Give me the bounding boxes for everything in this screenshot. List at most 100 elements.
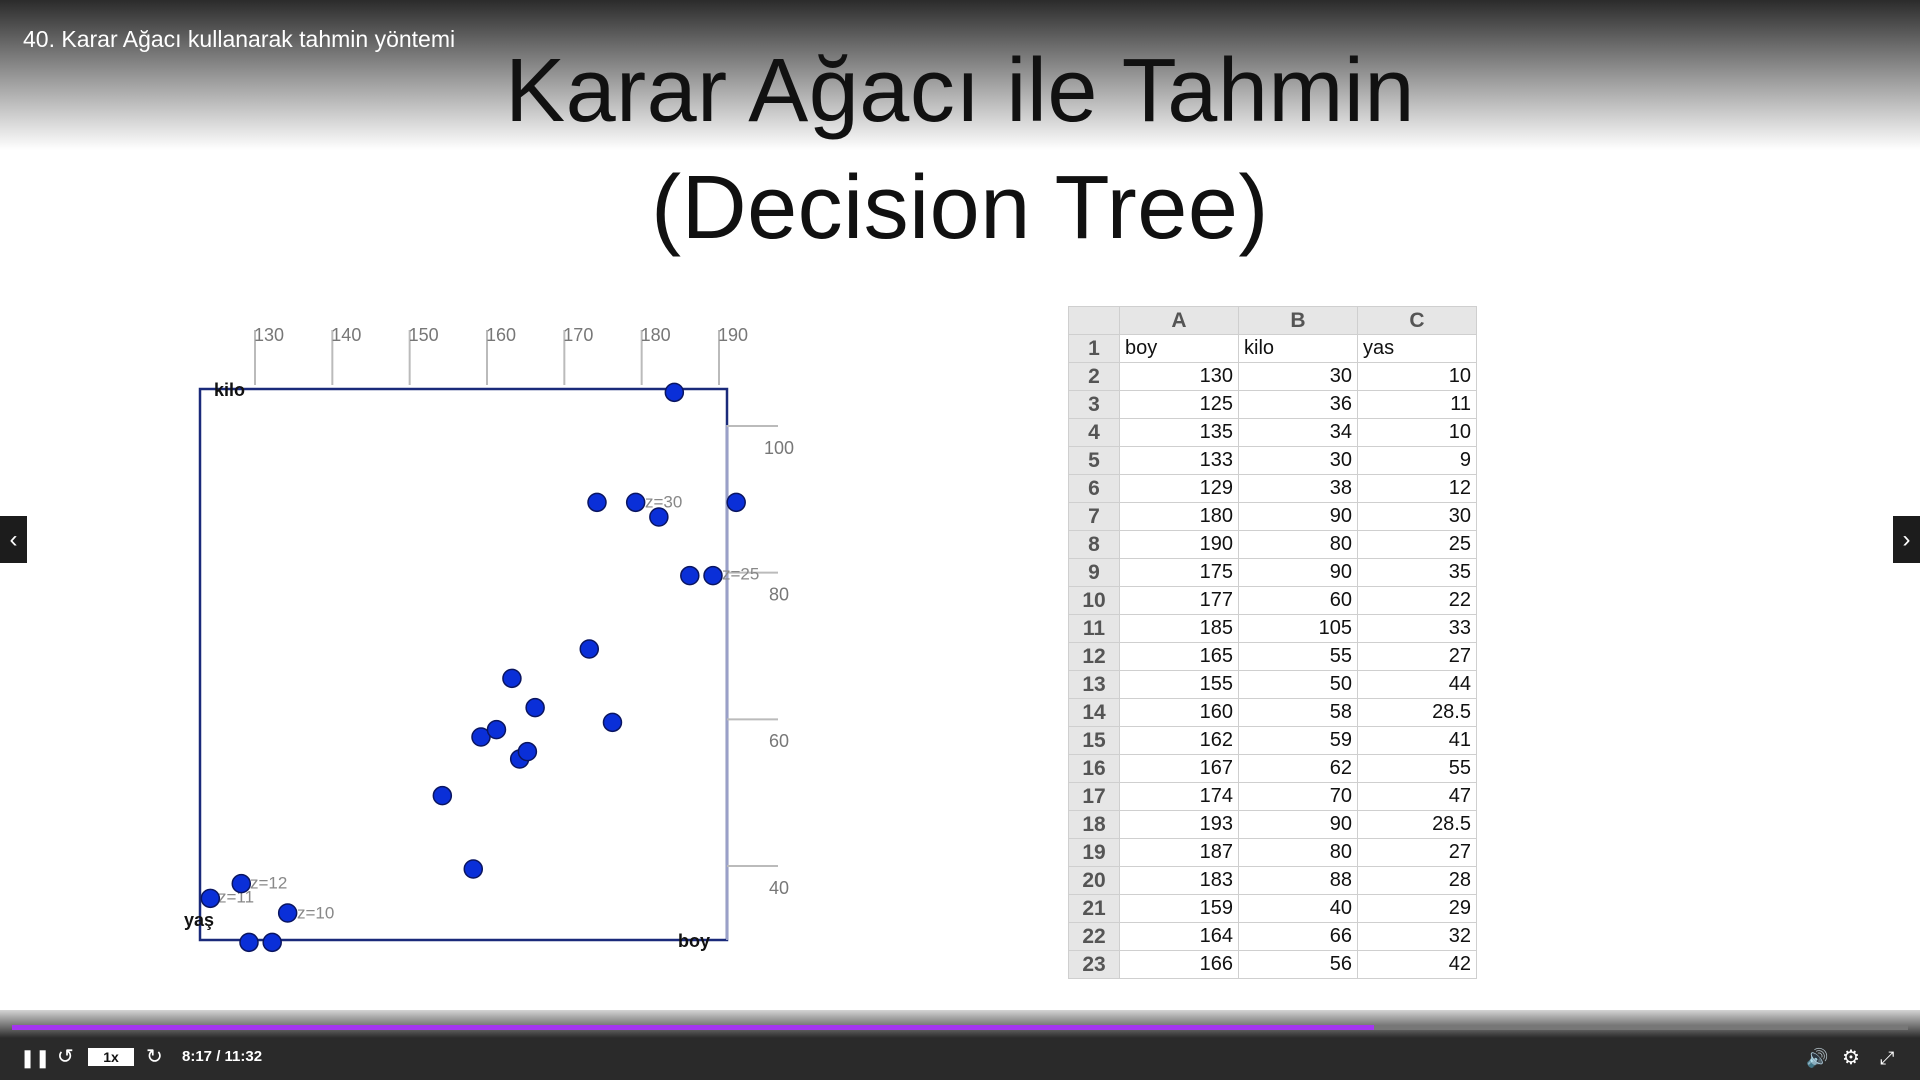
column-header: B [1238,306,1358,335]
rewind-button[interactable]: ↺ [57,1046,74,1068]
cell: 160 [1119,698,1239,727]
row-header: 7 [1068,502,1120,531]
cell: 55 [1238,642,1358,671]
column-header: C [1357,306,1477,335]
cell: 28 [1357,866,1477,895]
progress-bar[interactable] [12,1025,1908,1030]
cell: 130 [1119,362,1239,391]
cell: 56 [1238,950,1358,979]
x-tick-label: 150 [409,325,439,345]
forward-button[interactable]: ↻ [146,1046,163,1068]
cell: 62 [1238,754,1358,783]
y-tick-label: 80 [769,584,789,604]
data-point [579,639,600,659]
data-point [664,382,685,403]
speed-button[interactable]: 1x [88,1048,134,1066]
next-button[interactable]: › [1893,516,1920,563]
data-point [649,507,669,527]
cell: 34 [1238,418,1358,447]
row-header: 5 [1068,446,1120,475]
cell: 30 [1238,446,1358,475]
cell: 183 [1119,866,1239,895]
pause-button[interactable]: ❚❚ [20,1048,51,1068]
data-point [262,932,282,953]
row-header: 8 [1068,530,1120,559]
row-header: 14 [1068,698,1120,727]
prev-button[interactable]: ‹ [0,516,27,563]
cell: 175 [1119,558,1239,587]
cell: 58 [1238,698,1358,727]
row-header: 21 [1068,894,1120,923]
y-tick-label: 40 [769,878,789,898]
row-header: 19 [1068,838,1120,867]
data-point [231,873,252,894]
data-point [277,903,298,923]
cell: 47 [1357,782,1477,811]
data-point [602,712,623,733]
row-header: 3 [1068,390,1120,419]
cell: 32 [1357,922,1477,951]
row-header: 15 [1068,726,1120,755]
plot-box [198,387,729,942]
cell: yas [1357,334,1477,363]
cell: 80 [1238,838,1358,867]
row-header: 17 [1068,782,1120,811]
cell: 30 [1238,362,1358,391]
cell: 190 [1119,530,1239,559]
control-bar [0,1010,1920,1080]
cell: 28.5 [1357,810,1477,839]
cell: 10 [1357,418,1477,447]
settings-button[interactable]: ⚙ [1842,1047,1860,1069]
volume-button[interactable]: 🔊 [1806,1048,1829,1068]
slide-title: Karar Ağacı ile Tahmin [505,41,1415,141]
fullscreen-button[interactable]: ⤢ [1880,1048,1895,1068]
cell: 88 [1238,866,1358,895]
cell: 66 [1238,922,1358,951]
video-title: 40. Karar Ağacı kullanarak tahmin yöntem… [23,26,456,52]
data-point [726,492,746,513]
cell: 185 [1119,614,1239,643]
row-header: 1 [1068,334,1120,363]
data-point [239,932,259,953]
cell: 40 [1238,894,1358,923]
slide-title: (Decision Tree) [651,158,1269,258]
data-point [486,719,507,740]
top-shade [0,0,1920,150]
cell: 167 [1119,754,1239,783]
cell: 29 [1357,894,1477,923]
data-point [502,668,522,689]
cell: 9 [1357,446,1477,475]
column-header: A [1119,306,1239,335]
cell: boy [1119,334,1239,363]
x-tick-label: 130 [254,325,284,345]
cell: 60 [1238,586,1358,615]
z-note: z=10 [297,903,334,922]
cell: 59 [1238,726,1358,755]
cell: 50 [1238,670,1358,699]
cell: 55 [1357,754,1477,783]
corner-cell [1068,306,1120,335]
data-point [463,859,484,879]
cell: kilo [1238,334,1358,363]
scatter-plot: 130 140 150 160 170 180 190 100 80 60 40 kilo yaş boy… [184,325,794,953]
z-note: z=12 [250,873,287,892]
axis-label: yaş [184,910,214,930]
row-header: 20 [1068,866,1120,895]
cell: 90 [1238,502,1358,531]
data-point [432,785,453,806]
cell: 90 [1238,810,1358,839]
cell: 25 [1357,530,1477,559]
x-tick-label: 140 [331,325,361,345]
z-note: z=25 [722,564,759,583]
cell: 38 [1238,474,1358,503]
z-note: z=30 [645,492,682,511]
cell: 22 [1357,586,1477,615]
cell: 174 [1119,782,1239,811]
row-header: 4 [1068,418,1120,447]
cell: 135 [1119,418,1239,447]
row-header: 2 [1068,362,1120,391]
cell: 105 [1238,614,1358,643]
axis-label: kilo [214,380,245,400]
cell: 90 [1238,558,1358,587]
